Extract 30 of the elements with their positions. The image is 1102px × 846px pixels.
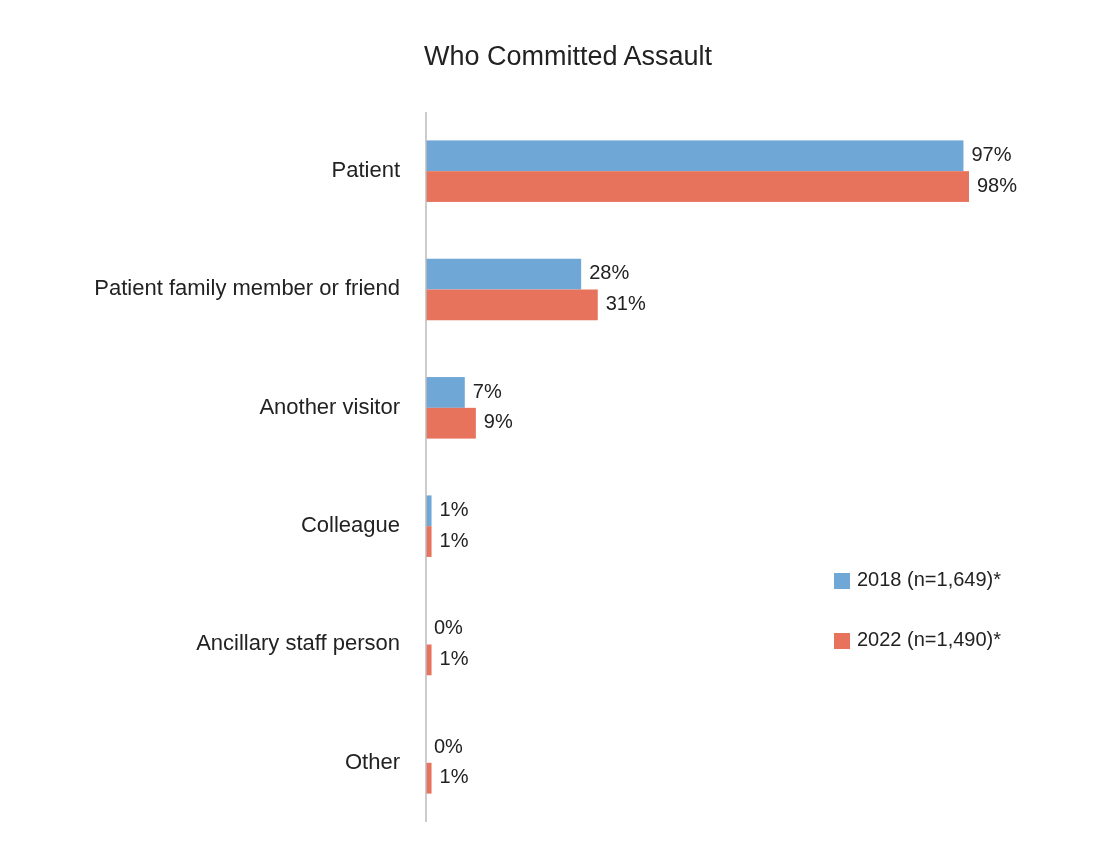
y-tick-label: Another visitor — [259, 393, 400, 419]
bar — [426, 171, 969, 202]
legend-label: 2018 (n=1,649)* — [857, 568, 1002, 591]
bar — [426, 762, 432, 794]
data-label: 97% — [971, 143, 1012, 166]
bar — [426, 407, 476, 439]
data-label: 31% — [605, 292, 647, 315]
data-label: 7% — [472, 379, 502, 402]
y-tick-label: Other — [344, 748, 400, 774]
data-label: 0% — [434, 734, 464, 757]
bar — [426, 377, 465, 408]
bar — [426, 495, 432, 527]
chart-title: Who Committed Assault — [423, 41, 713, 72]
data-label: 1% — [439, 528, 469, 551]
bar — [426, 140, 964, 172]
legend-label: 2022 (n=1,490)* — [857, 628, 1002, 651]
data-label: 1% — [439, 498, 469, 521]
data-label: 28% — [589, 261, 630, 284]
y-tick-label: Ancillary staff person — [196, 630, 400, 656]
data-label: 9% — [483, 410, 513, 433]
y-tick-label: Patient — [331, 156, 400, 182]
data-label: 1% — [439, 765, 469, 788]
y-tick-label: Colleague — [300, 511, 400, 537]
data-label: 0% — [434, 616, 464, 639]
bar — [426, 258, 582, 290]
bar — [426, 526, 432, 557]
data-label: 1% — [439, 647, 469, 670]
data-label: 98% — [977, 173, 1018, 196]
bar — [426, 289, 598, 321]
y-tick-label: Patient family member or friend — [94, 275, 400, 301]
